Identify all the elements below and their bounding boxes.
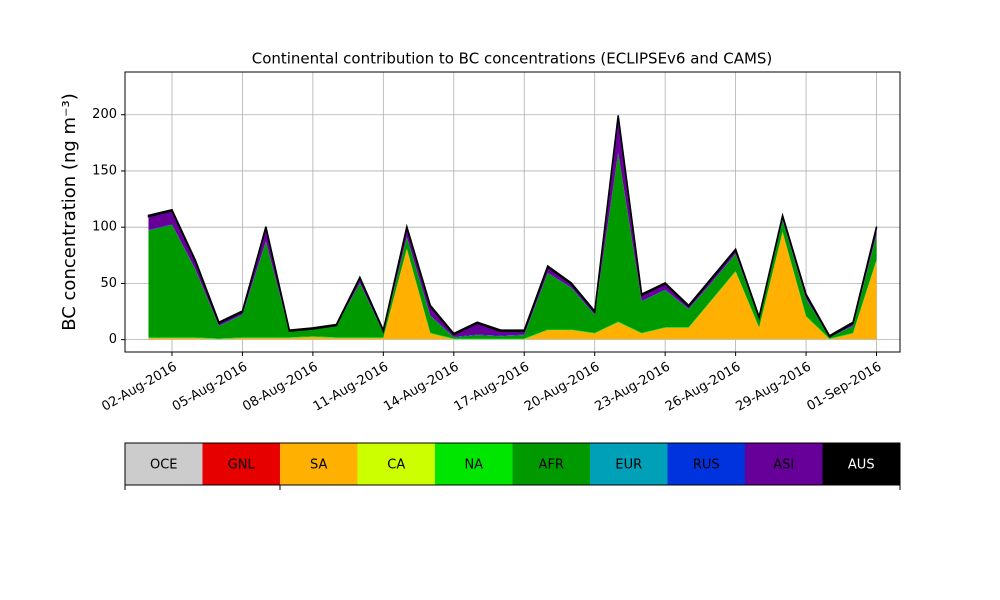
- legend-swatch: [512, 443, 590, 485]
- legend-swatch: [280, 443, 358, 485]
- area: [147, 115, 878, 338]
- x-tick-label: 05-Aug-2016: [170, 360, 250, 415]
- legend-label: OCE: [150, 458, 178, 473]
- legend-swatch: [202, 443, 280, 485]
- x-tick-label: 14-Aug-2016: [381, 360, 461, 415]
- legend-swatch: [745, 443, 823, 485]
- legend-label: ASI: [773, 458, 794, 473]
- colorbar-frame: [124, 442, 901, 486]
- legend-swatch: [357, 443, 435, 485]
- legend-label: CA: [387, 458, 405, 473]
- x-tick-label: 29-Aug-2016: [733, 360, 813, 415]
- legend-label: RUS: [693, 458, 720, 473]
- chart-title: Continental contribution to BC concentra…: [252, 50, 773, 68]
- legend-label: AUS: [848, 458, 875, 473]
- legend-label: AFR: [539, 458, 564, 473]
- x-tick-label: 20-Aug-2016: [522, 360, 602, 415]
- x-tick-label: 01-Sep-2016: [804, 360, 884, 415]
- x-tick-label: 11-Aug-2016: [311, 360, 391, 415]
- legend-swatch: [435, 443, 513, 485]
- y-tick-label: 200: [92, 107, 117, 122]
- legend-swatch: [667, 443, 745, 485]
- x-tick-label: 08-Aug-2016: [240, 360, 320, 415]
- x-tick-label: 02-Aug-2016: [99, 360, 179, 415]
- legend-swatch: [590, 443, 668, 485]
- x-tick-label: 17-Aug-2016: [452, 360, 532, 415]
- y-tick-label: 0: [109, 332, 117, 347]
- legend-swatch: [822, 443, 900, 485]
- y-tick-label: 150: [92, 163, 117, 178]
- legend-swatch: [125, 443, 203, 485]
- area: [148, 339, 877, 340]
- y-tick-label: 100: [92, 220, 117, 235]
- colorbar: OCE GNL SA CA NA AFR EUR RUS ASI AUS: [124, 442, 901, 490]
- legend-label: EUR: [615, 458, 642, 473]
- plot-frame: [124, 71, 901, 353]
- x-tick-label: 23-Aug-2016: [593, 360, 673, 415]
- area: [148, 232, 877, 340]
- legend-label: SA: [310, 458, 327, 473]
- legend-label: GNL: [228, 458, 256, 473]
- legend-label: NA: [464, 458, 483, 473]
- y-axis-label: BC concentration (ng m⁻³): [59, 93, 80, 331]
- x-tick-label: 26-Aug-2016: [663, 360, 743, 415]
- y-tick-label: 50: [100, 276, 117, 291]
- plot-area: 0 50 100 150 200 02-Aug-201605-Aug-201608-Aug…: [92, 71, 901, 415]
